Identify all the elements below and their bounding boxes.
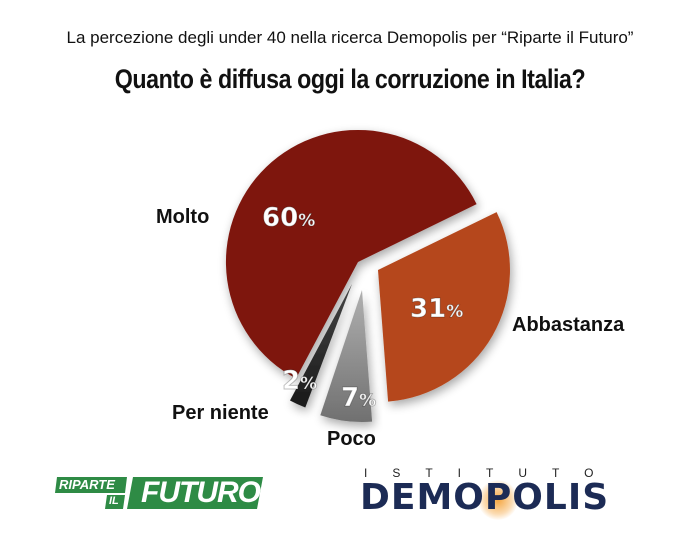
chart-title: Quanto è diffusa oggi la corruzione in I… — [114, 64, 586, 94]
slice-abbastanza — [378, 212, 510, 402]
slice-molto — [225, 129, 477, 379]
riparte-il-futuro-logo: RIPARTE IL FUTURO — [55, 475, 265, 516]
istituto-text: ISTITUTO — [364, 466, 619, 480]
value-label-molto: 60% — [262, 203, 315, 233]
demopolis-text: DEMOPOLIS — [360, 477, 610, 518]
legend-label-poco: Poco — [327, 428, 376, 450]
value-label-per-niente: 2% — [282, 366, 317, 396]
futuro-text: FUTURO — [141, 476, 261, 509]
sun-glow-icon — [478, 480, 518, 520]
legend-label-per-niente: Per niente — [172, 402, 269, 424]
demopolis-logo: ISTITUTO DEMOPOLIS — [360, 466, 640, 520]
riparte-text: RIPARTE — [59, 477, 115, 492]
slice-per-niente — [290, 284, 352, 408]
legend-label-abbastanza: Abbastanza — [512, 314, 625, 336]
chart-subtitle: La percezione degli under 40 nella ricer… — [66, 28, 634, 47]
il-text: IL — [109, 495, 119, 507]
legend-label-molto: Molto — [156, 206, 210, 228]
value-label-poco: 7% — [341, 383, 376, 413]
slice-poco — [320, 290, 373, 422]
